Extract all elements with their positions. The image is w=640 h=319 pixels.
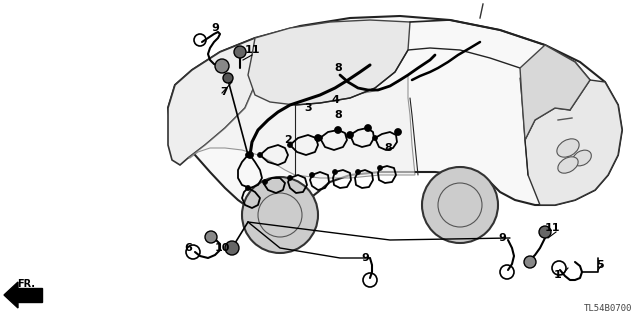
Circle shape <box>246 152 250 158</box>
Text: 2: 2 <box>284 135 292 145</box>
Circle shape <box>422 167 498 243</box>
Circle shape <box>215 59 229 73</box>
Circle shape <box>355 169 360 174</box>
Polygon shape <box>525 80 622 205</box>
Text: 4: 4 <box>331 95 339 105</box>
Polygon shape <box>188 60 415 178</box>
Circle shape <box>365 124 371 131</box>
Circle shape <box>317 136 323 140</box>
Circle shape <box>310 173 314 177</box>
Text: 8: 8 <box>384 143 392 153</box>
Text: 10: 10 <box>214 243 230 253</box>
Polygon shape <box>18 288 42 302</box>
Circle shape <box>378 166 383 170</box>
Ellipse shape <box>573 150 591 166</box>
Circle shape <box>242 177 318 253</box>
Polygon shape <box>168 16 622 215</box>
Circle shape <box>335 127 342 133</box>
Circle shape <box>225 241 239 255</box>
Circle shape <box>246 186 250 190</box>
Text: 3: 3 <box>304 103 312 113</box>
Text: 11: 11 <box>544 223 560 233</box>
Text: 1: 1 <box>554 270 562 280</box>
Circle shape <box>205 231 217 243</box>
Circle shape <box>257 152 262 158</box>
Text: 9: 9 <box>498 233 506 243</box>
Circle shape <box>314 135 321 142</box>
Circle shape <box>262 180 268 184</box>
Circle shape <box>223 73 233 83</box>
Polygon shape <box>4 282 18 308</box>
Text: 6: 6 <box>184 243 192 253</box>
Circle shape <box>524 256 536 268</box>
Text: FR.: FR. <box>17 279 35 289</box>
Circle shape <box>346 131 353 138</box>
Text: 9: 9 <box>211 23 219 33</box>
Circle shape <box>372 136 378 140</box>
Circle shape <box>348 132 353 137</box>
Ellipse shape <box>558 157 578 173</box>
Text: 7: 7 <box>220 87 228 97</box>
Text: 5: 5 <box>596 260 604 270</box>
Text: 11: 11 <box>244 45 260 55</box>
Text: 8: 8 <box>334 63 342 73</box>
Circle shape <box>234 46 246 58</box>
Ellipse shape <box>557 139 579 157</box>
Text: 8: 8 <box>334 110 342 120</box>
Circle shape <box>394 129 401 136</box>
Circle shape <box>333 169 337 174</box>
Polygon shape <box>520 45 590 140</box>
Circle shape <box>287 143 292 147</box>
Polygon shape <box>168 38 260 165</box>
Circle shape <box>246 152 253 159</box>
Circle shape <box>287 175 292 181</box>
Circle shape <box>539 226 551 238</box>
Text: 9: 9 <box>361 253 369 263</box>
Text: TL54B0700: TL54B0700 <box>584 304 632 313</box>
Polygon shape <box>248 20 410 105</box>
